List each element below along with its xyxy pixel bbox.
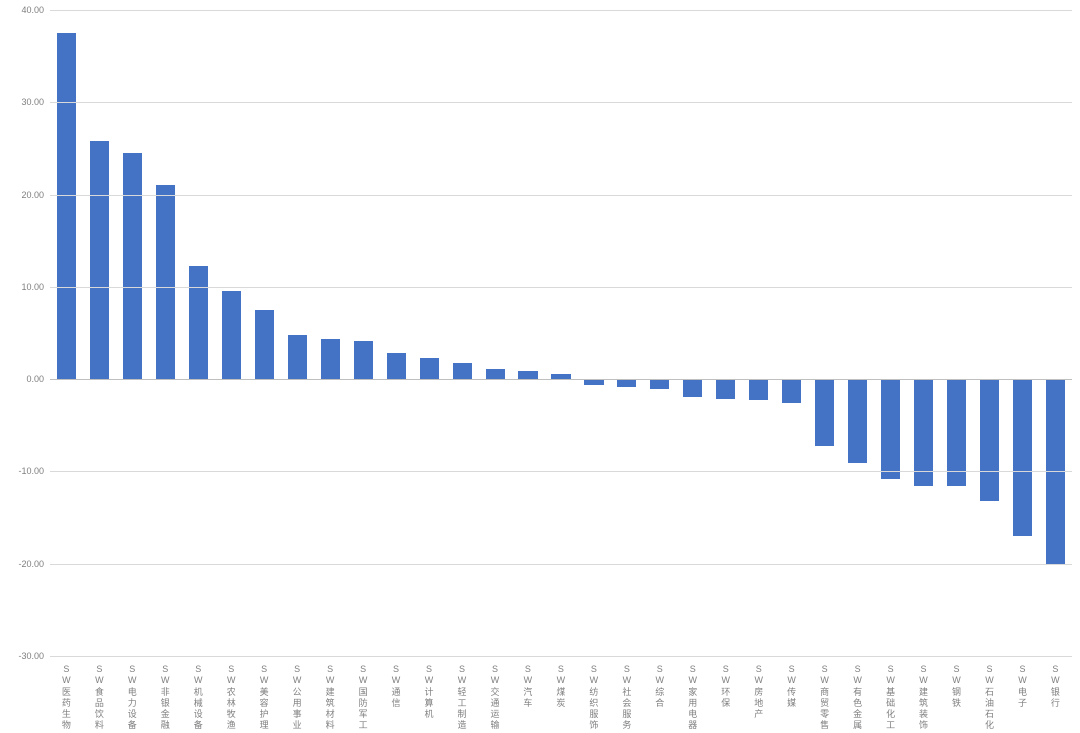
x-category-label: S W 石 油 石 化 xyxy=(985,664,994,732)
x-category-label: S W 轻 工 制 造 xyxy=(457,664,466,732)
zero-line xyxy=(50,379,1072,380)
y-tick-label: 10.00 xyxy=(21,282,44,292)
y-tick-label: 30.00 xyxy=(21,97,44,107)
x-category-label: S W 商 贸 零 售 xyxy=(820,664,829,732)
y-tick-label: 40.00 xyxy=(21,5,44,15)
gridline xyxy=(50,102,1072,103)
bar xyxy=(848,379,867,463)
x-category-label: S W 医 药 生 物 xyxy=(62,664,71,732)
bar xyxy=(453,363,472,380)
x-category-label: S W 有 色 金 属 xyxy=(853,664,862,732)
bar xyxy=(288,335,307,379)
x-category-label: S W 银 行 xyxy=(1051,664,1060,709)
bar xyxy=(683,379,702,397)
bar xyxy=(617,379,636,386)
bar xyxy=(980,379,999,501)
bar xyxy=(782,379,801,403)
x-category-label: S W 计 算 机 xyxy=(425,664,434,720)
bar xyxy=(749,379,768,400)
y-tick-label: 20.00 xyxy=(21,190,44,200)
x-category-label: S W 家 用 电 器 xyxy=(688,664,697,732)
bar xyxy=(189,266,208,380)
gridline xyxy=(50,195,1072,196)
bar xyxy=(387,353,406,379)
bar xyxy=(815,379,834,445)
gridline xyxy=(50,287,1072,288)
x-category-label: S W 美 容 护 理 xyxy=(260,664,269,732)
bars-layer xyxy=(50,10,1072,656)
y-tick-label: 0.00 xyxy=(26,374,44,384)
bar xyxy=(57,33,76,379)
bar xyxy=(914,379,933,486)
x-category-label: S W 环 保 xyxy=(721,664,730,709)
x-category-label: S W 建 筑 装 饰 xyxy=(919,664,928,732)
plot-area: S W 医 药 生 物S W 食 品 饮 料S W 电 力 设 备S W 非 银… xyxy=(50,10,1072,656)
x-category-label: S W 农 林 牧 渔 xyxy=(227,664,236,732)
y-tick-label: -10.00 xyxy=(18,466,44,476)
bar xyxy=(222,291,241,379)
gridline xyxy=(50,10,1072,11)
bar xyxy=(321,339,340,379)
x-category-label: S W 机 械 设 备 xyxy=(194,664,203,732)
bar xyxy=(486,369,505,379)
x-category-label: S W 公 用 事 业 xyxy=(293,664,302,732)
x-category-label: S W 纺 织 服 饰 xyxy=(589,664,598,732)
bar xyxy=(881,379,900,479)
x-category-label: S W 传 媒 xyxy=(787,664,796,709)
bar xyxy=(716,379,735,399)
bar xyxy=(1013,379,1032,536)
x-category-label: S W 通 信 xyxy=(392,664,401,709)
x-category-label: S W 综 合 xyxy=(655,664,664,709)
x-category-label: S W 煤 炭 xyxy=(556,664,565,709)
bar xyxy=(123,153,142,379)
x-category-label: S W 钢 铁 xyxy=(952,664,961,709)
bar xyxy=(156,185,175,379)
x-category-label: S W 社 会 服 务 xyxy=(622,664,631,732)
x-category-label: S W 房 地 产 xyxy=(754,664,763,720)
y-tick-label: -30.00 xyxy=(18,651,44,661)
bar xyxy=(518,371,537,379)
bar xyxy=(354,341,373,379)
sector-bar-chart: S W 医 药 生 物S W 食 品 饮 料S W 电 力 设 备S W 非 银… xyxy=(0,0,1080,733)
gridline xyxy=(50,471,1072,472)
bar xyxy=(650,379,669,389)
x-category-label: S W 交 通 运 输 xyxy=(490,664,499,732)
x-category-label: S W 汽 车 xyxy=(523,664,532,709)
bar xyxy=(90,141,109,379)
x-category-label: S W 电 力 设 备 xyxy=(128,664,137,732)
gridline xyxy=(50,656,1072,657)
x-category-label: S W 建 筑 材 料 xyxy=(326,664,335,732)
x-category-label: S W 国 防 军 工 xyxy=(359,664,368,732)
bar xyxy=(420,358,439,379)
x-category-label: S W 食 品 饮 料 xyxy=(95,664,104,732)
x-category-label: S W 非 银 金 融 xyxy=(161,664,170,732)
bar xyxy=(255,310,274,379)
y-tick-label: -20.00 xyxy=(18,559,44,569)
gridline xyxy=(50,564,1072,565)
bar xyxy=(947,379,966,486)
x-category-label: S W 电 子 xyxy=(1018,664,1027,709)
x-category-label: S W 基 础 化 工 xyxy=(886,664,895,732)
